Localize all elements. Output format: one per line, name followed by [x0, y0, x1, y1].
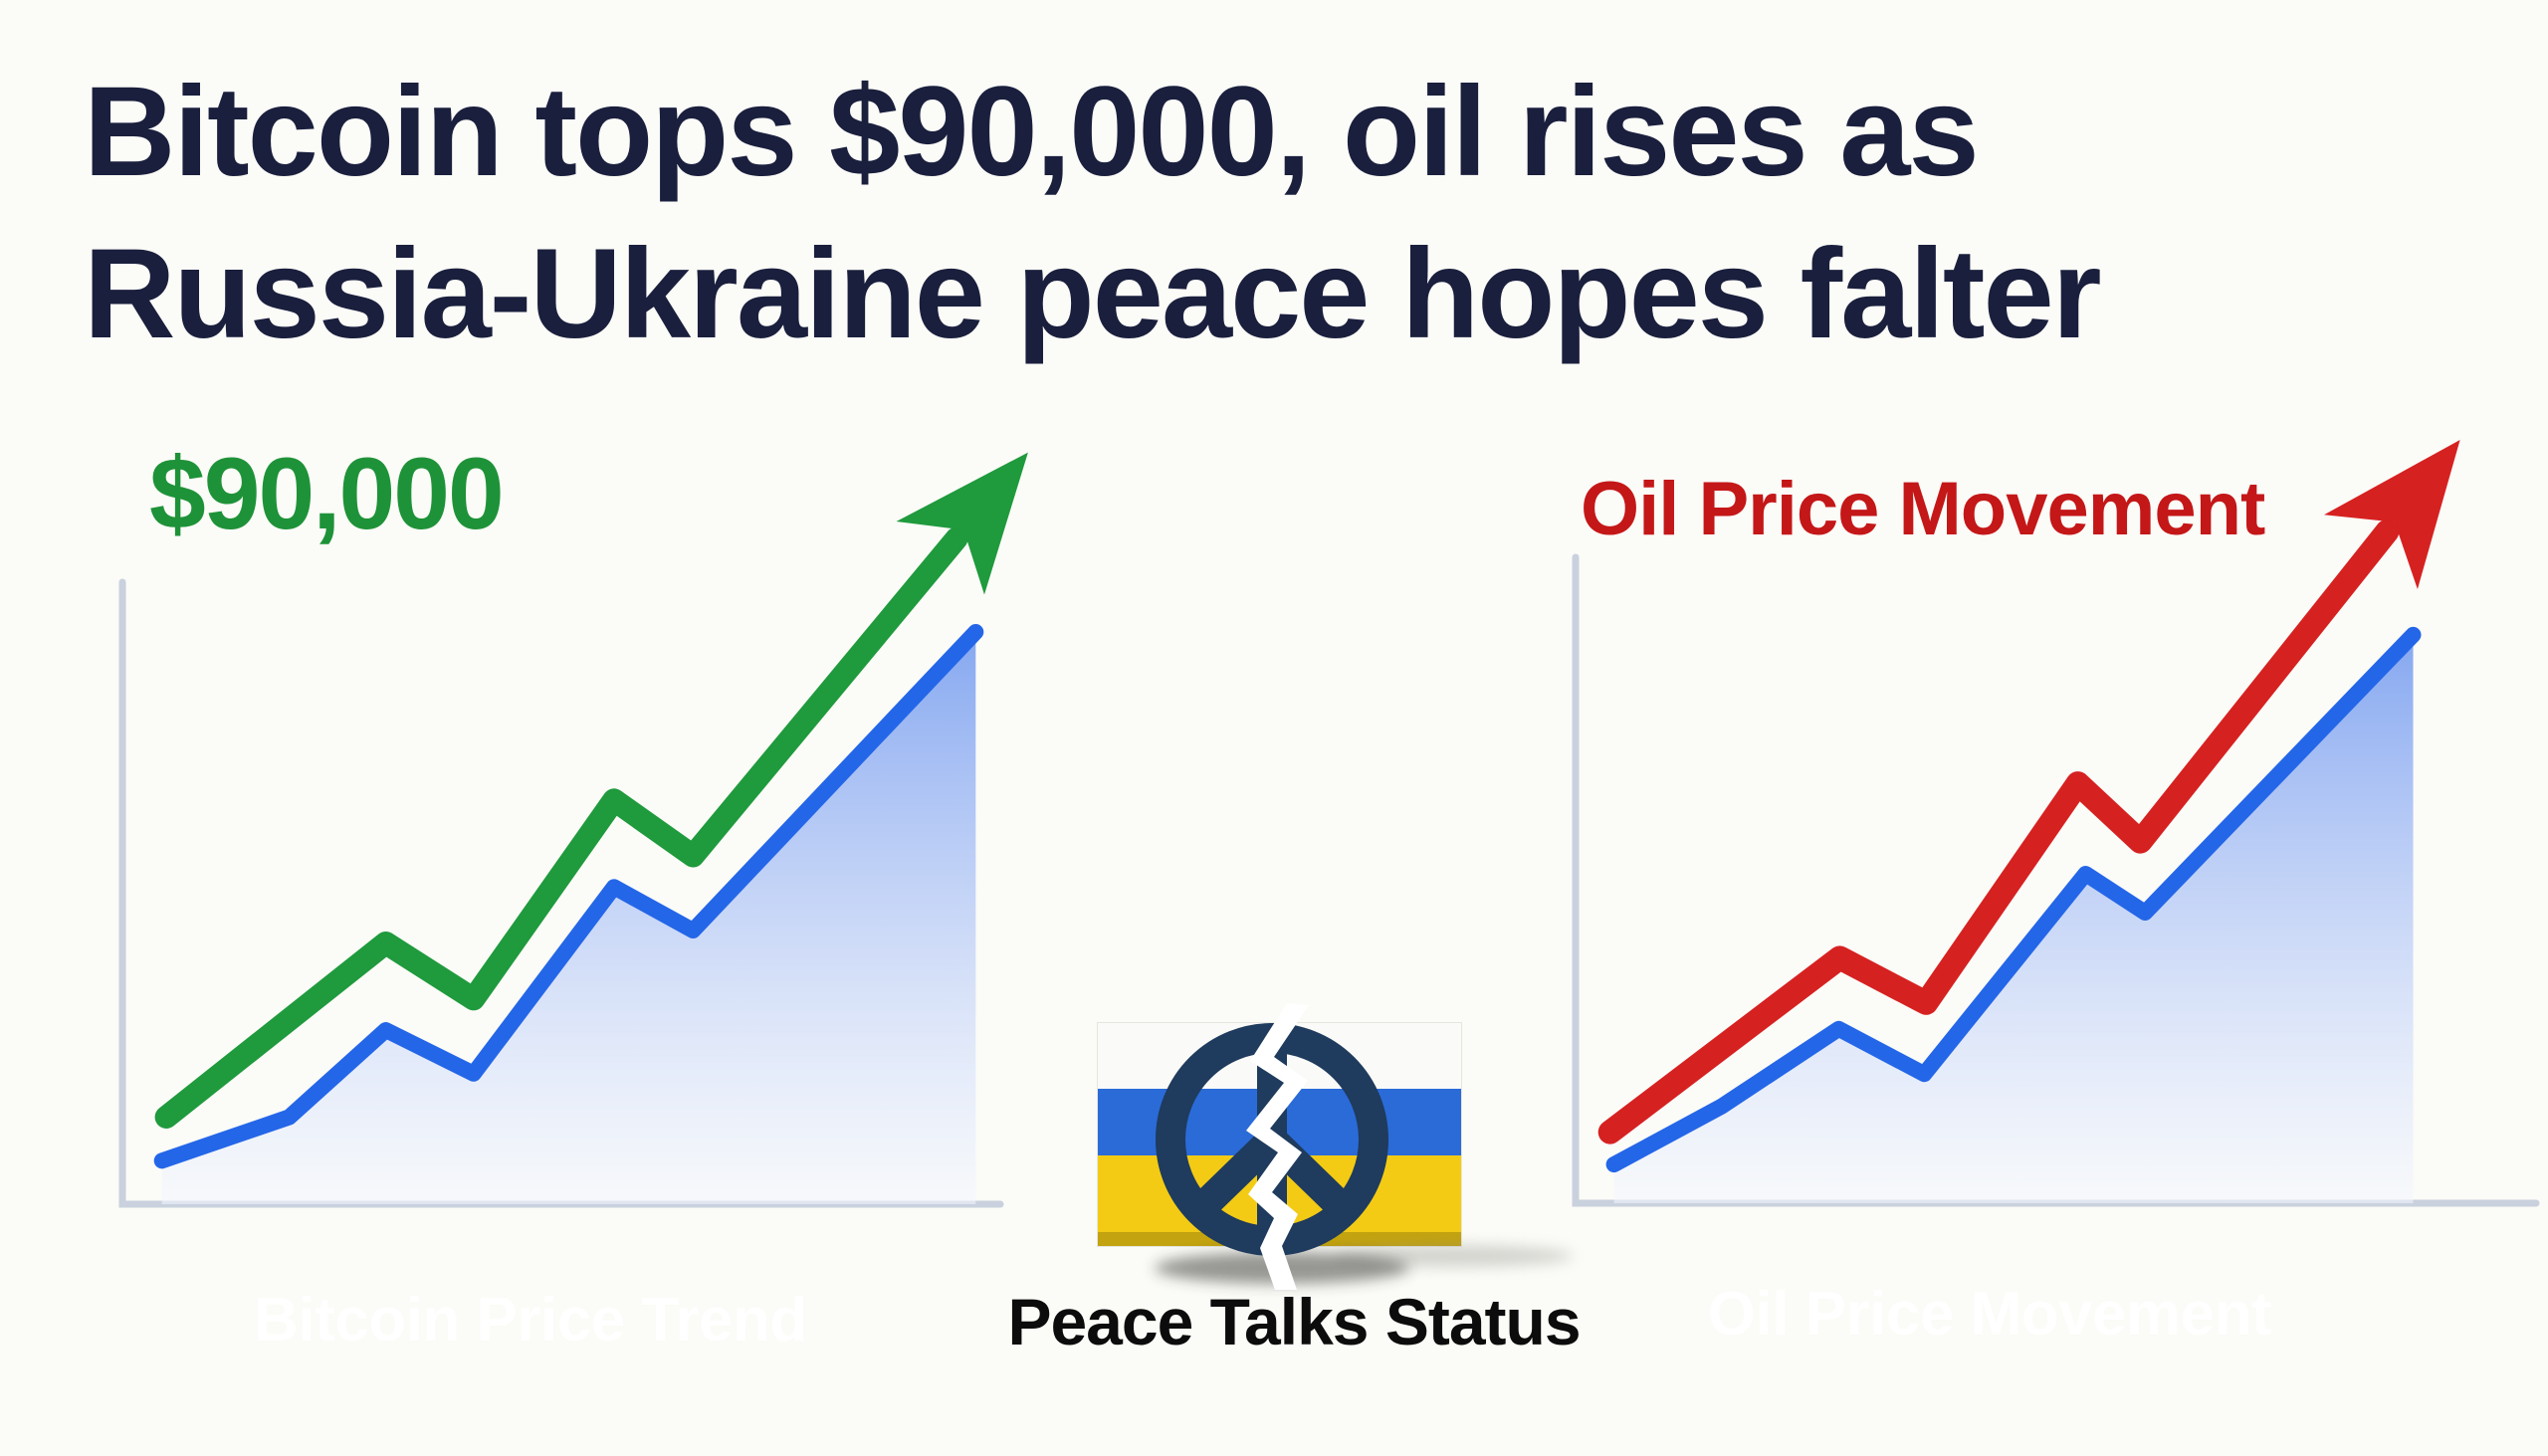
crack-icon — [1246, 1003, 1309, 1290]
headline: Bitcoin tops $90,000, oil rises as Russi… — [84, 52, 2492, 375]
oil-caption: Oil Price Movement — [1707, 1279, 2272, 1349]
oil-area-fill — [1613, 634, 2414, 1203]
oil-trend-arrow — [1597, 439, 2460, 1144]
peace-caption: Peace Talks Status — [1007, 1285, 1581, 1358]
peace-emblem — [1097, 1003, 1573, 1290]
bitcoin-caption-pill: Bitcoin Price Trend — [175, 1260, 886, 1379]
oil-blue-line — [1605, 626, 2422, 1173]
bitcoin-chart — [118, 452, 1028, 1208]
bitcoin-trend-arrow — [154, 452, 1028, 1129]
bitcoin-price-label: $90,000 — [149, 437, 505, 550]
bitcoin-area-fill — [161, 632, 976, 1204]
headline-line2: Russia-Ukraine peace hopes falter — [84, 222, 2102, 365]
bitcoin-caption: Bitcoin Price Trend — [254, 1285, 807, 1354]
headline-line1: Bitcoin tops $90,000, oil rises as — [84, 61, 1980, 203]
peace-left-leg — [1184, 1125, 1287, 1225]
oil-caption-pill: Oil Price Movement — [1652, 1254, 2327, 1373]
oil-chart — [1572, 439, 2540, 1207]
oil-chart-title: Oil Price Movement — [1581, 467, 2265, 551]
bitcoin-blue-line — [153, 624, 984, 1169]
